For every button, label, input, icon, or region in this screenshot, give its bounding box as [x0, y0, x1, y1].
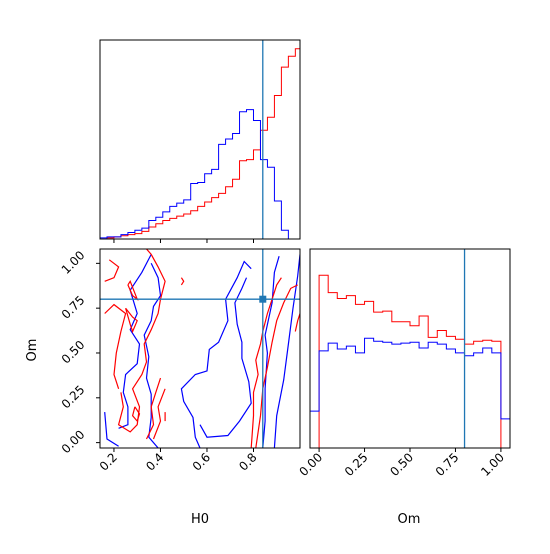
truth-marker [259, 295, 267, 303]
panel-frame [99, 39, 301, 240]
h0-marginal-panel [99, 39, 301, 243]
x-tick-label: 0.50 [387, 450, 416, 479]
h0-axis-label: H0 [191, 512, 209, 527]
x-tick-label: 0.6 [190, 450, 213, 473]
y-tick-label: 0.50 [59, 338, 88, 367]
red-contour-line [117, 249, 166, 433]
red-contour-line [104, 303, 127, 389]
red-histogram-series [310, 274, 510, 448]
red-contour-line [180, 277, 185, 286]
x-tick-label: 0.25 [342, 450, 371, 479]
red-contour-line [131, 406, 141, 423]
y-tick-label: 0.75 [59, 293, 88, 322]
h0-om-contour-panel: 0.2 0.4 0.6 0.8 0.00 0.25 0.50 0.75 1.00 [59, 248, 301, 474]
blue-contour-line [199, 277, 252, 438]
x-tick-label: 0.00 [296, 450, 325, 479]
blue-contour-line [273, 254, 300, 448]
y-tick-label: 0.25 [59, 383, 88, 412]
x-tick-label: 1.00 [478, 450, 507, 479]
blue-contour-line [118, 254, 152, 429]
x-tick-label: 0.8 [236, 450, 259, 473]
om-axis-label-y: Om [25, 339, 40, 362]
blue-histogram-series [100, 109, 300, 239]
red-contour-line [255, 284, 298, 448]
blue-histogram-series [310, 337, 510, 448]
blue-contour-line [262, 256, 280, 448]
y-tick-label: 0.00 [59, 427, 88, 456]
blue-contour-line [143, 263, 162, 448]
y-tick-label: 1.00 [59, 248, 88, 277]
red-contour-line [125, 307, 138, 334]
red-contour-line [152, 388, 166, 440]
red-histogram-series [100, 48, 300, 239]
x-tick-label: 0.75 [433, 450, 462, 479]
om-axis-label-x: Om [398, 512, 421, 527]
panel-frame [99, 248, 301, 449]
om-marginal-panel: 0.00 0.25 0.50 0.75 1.00 [296, 248, 511, 479]
red-contour-line [145, 377, 162, 440]
red-contour-line [250, 277, 282, 448]
red-contour-line [294, 313, 300, 332]
blue-contour-line [104, 412, 119, 447]
x-tick-label: 0.2 [97, 450, 120, 473]
blue-contour-line [180, 260, 252, 448]
x-tick-label: 0.4 [143, 450, 166, 473]
red-contour-line [104, 259, 120, 282]
